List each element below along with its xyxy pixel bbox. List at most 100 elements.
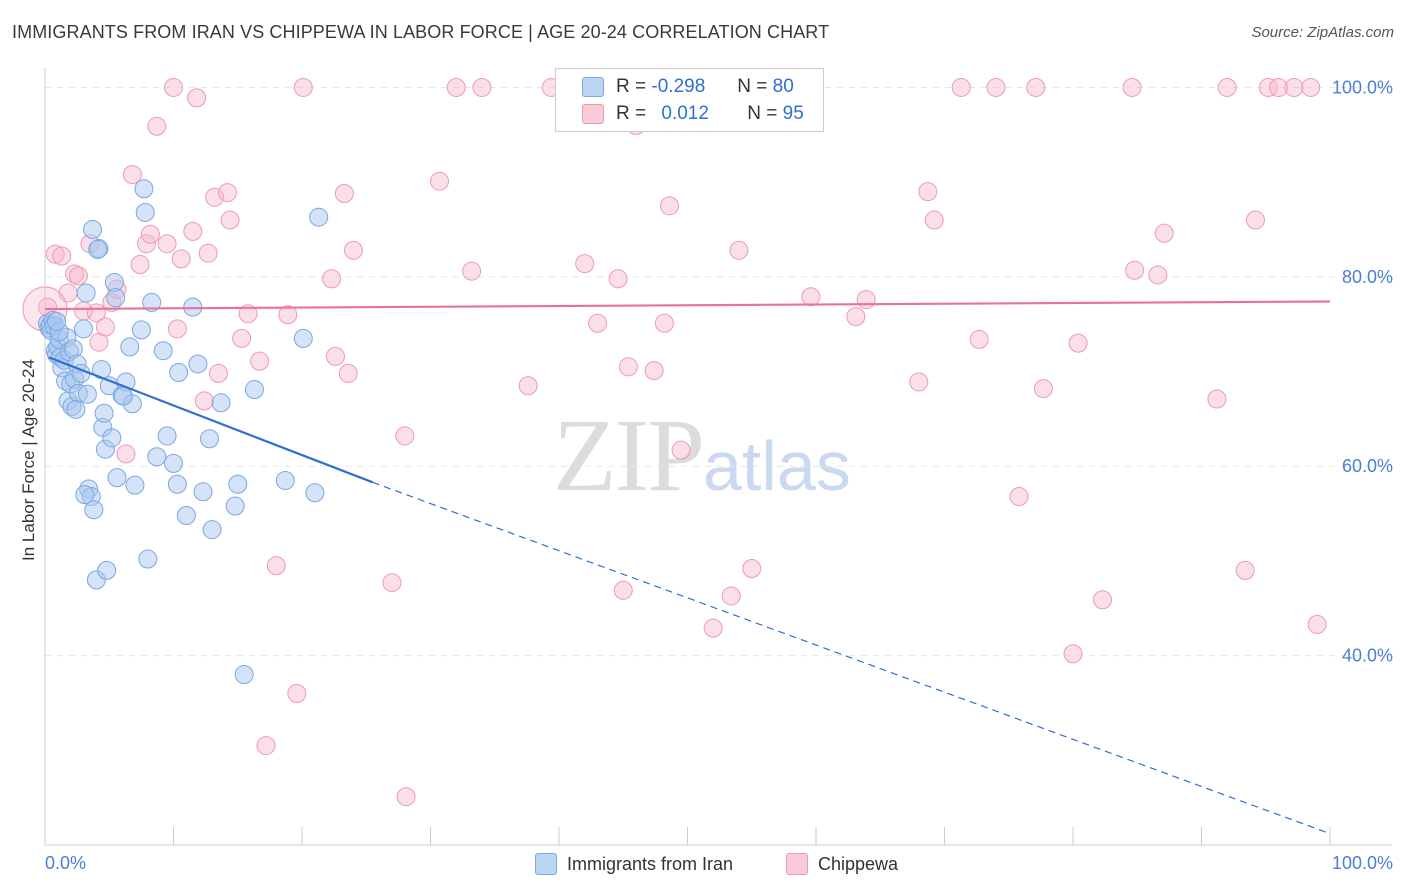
chippewa-point [52,246,72,266]
bottom-legend-label-chippewa: Chippewa [818,853,899,874]
iran-point [176,505,196,525]
chippewa-point [266,556,286,576]
tick-labels: 40.0% 60.0% 80.0% 100.0% 0.0% 100.0% In Labor … [19,77,1393,873]
legend-r-value-chippewa: 0.012 [661,103,709,124]
iran-point [305,483,325,503]
chippewa-point [183,221,203,241]
y-axis-title: In Labor Force | Age 20-24 [19,359,38,561]
chippewa-point [68,266,88,286]
iran-point [211,393,231,413]
chippewa-point [801,287,821,307]
chippewa-point [122,165,142,185]
iran-point [234,665,254,685]
legend-row-iran: R = -0.298 N = 80 [582,74,794,100]
legend-swatch-chippewa [582,104,604,124]
bottom-legend-iran[interactable]: Immigrants from Iran [535,852,733,876]
chippewa-point [856,290,876,310]
legend-swatch-iran [582,77,604,97]
iran-point [225,496,245,516]
iran-point [199,429,219,449]
iran-point [193,482,213,502]
bottom-legend-chippewa[interactable]: Chippewa [786,852,898,876]
chippewa-point [1068,333,1088,353]
trend-lines [44,300,1331,835]
chippewa-point [167,319,187,339]
chippewa-point [1148,265,1168,285]
iran-trend-extension [372,481,1331,835]
iran-trend-line [48,356,374,484]
iran-point [125,475,145,495]
iran-point [94,403,114,423]
chippewa-point [518,376,538,396]
chippewa-point [220,210,240,230]
chippewa-point [116,444,136,464]
iran-point [164,453,183,473]
iran-point [135,202,155,222]
series-iran-points [38,179,329,685]
chippewa-point [1217,77,1237,97]
iran-point [77,384,97,404]
legend-n-value-iran: 80 [772,76,794,97]
chippewa-point [157,234,177,254]
chippewa-point [325,346,345,366]
iran-point [102,428,122,448]
iran-point [113,386,133,406]
chippewa-point [1207,389,1227,409]
chippewa-point [1009,487,1029,507]
chippewa-point [909,372,929,392]
chippewa-point [1063,644,1083,664]
bottom-legend-label-iran: Immigrants from Iran [567,853,734,874]
chippewa-point [613,580,633,600]
chippewa-point [171,249,191,269]
chippewa-point [1033,379,1053,399]
grid-lines [45,86,1392,657]
chippewa-point [396,787,416,807]
chippewa-point [721,586,741,606]
chippewa-point [1154,223,1174,243]
chippewa-point [742,559,762,579]
chippewa-point [660,196,680,216]
chippewa-point [846,307,866,327]
chippewa-point [918,182,938,202]
chippewa-point [1258,77,1278,97]
iran-point [75,485,95,505]
chippewa-point [1245,210,1265,230]
iran-point [169,362,189,382]
chippewa-point [446,77,466,97]
chippewa-point [1235,560,1255,580]
iran-point [142,292,162,312]
iran-point [228,474,248,494]
chippewa-point [644,361,664,381]
chippewa-point [986,77,1006,97]
series-chippewa-points [22,77,1327,807]
chippewa-point [1301,77,1321,97]
iran-point [167,474,187,494]
iran-point [147,447,167,467]
axes [44,68,1392,846]
chippewa-point [147,116,167,136]
legend-r-value-iran: -0.298 [651,76,706,97]
chippewa-point [208,363,228,383]
iran-point [244,380,264,400]
iran-point [120,337,140,357]
chippewa-point [588,313,608,333]
chippewa-point [1284,77,1304,97]
chippewa-point [654,313,674,333]
legend-r-label: R = [616,76,647,97]
chippewa-point [250,351,270,371]
chippewa-point [608,269,628,289]
legend-n-value-chippewa: 95 [782,103,804,124]
chart-title: IMMIGRANTS FROM IRAN VS CHIPPEWA IN LABO… [12,22,830,42]
chippewa-point [334,184,354,204]
iran-point [97,560,117,580]
chippewa-point [322,269,342,289]
chippewa-point [187,88,207,108]
chippewa-point [232,328,252,348]
chippewa-point [1125,260,1145,280]
chippewa-point [1122,77,1142,97]
iran-point [84,500,104,520]
chippewa-point [293,77,313,97]
watermark-zip: ZIP [553,398,705,513]
chippewa-point [137,234,157,254]
chippewa-point [671,440,691,460]
